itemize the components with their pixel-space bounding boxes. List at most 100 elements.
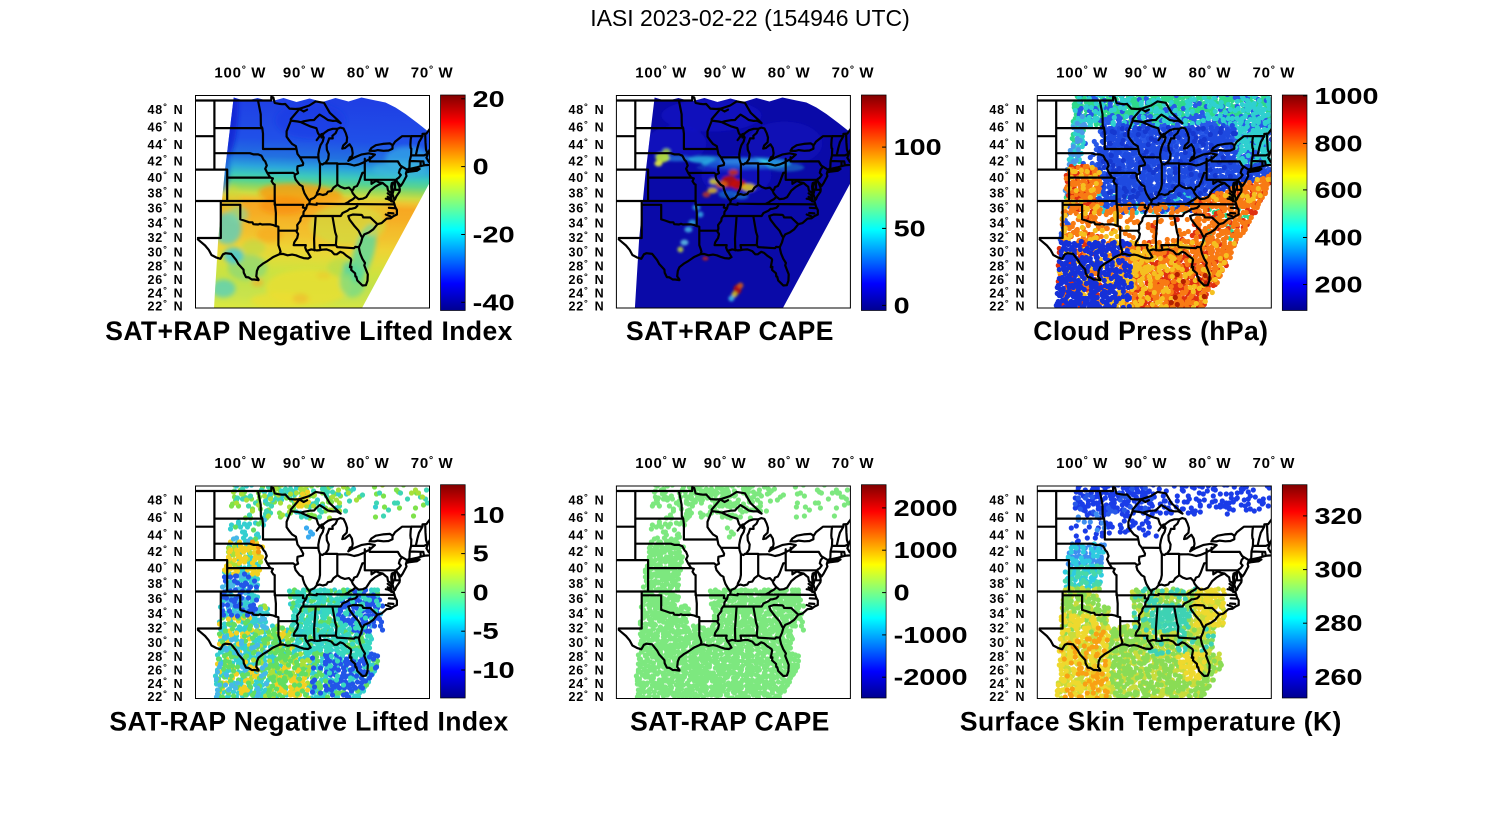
svg-text:40°N: 40° N <box>148 169 184 185</box>
svg-text:36°N: 36° N <box>989 591 1025 607</box>
svg-text:46°N: 46° N <box>568 119 604 135</box>
svg-text:42°N: 42° N <box>148 544 184 560</box>
svg-text:46°N: 46° N <box>148 119 184 135</box>
svg-text:100°W: 100° W <box>214 454 266 472</box>
svg-text:1000: 1000 <box>894 537 958 563</box>
svg-text:30°N: 30° N <box>148 634 184 650</box>
svg-text:-20: -20 <box>473 222 515 248</box>
svg-text:SAT-RAP Negative Lifted Index: SAT-RAP Negative Lifted Index <box>109 707 508 737</box>
svg-text:10: 10 <box>473 502 505 528</box>
svg-text:600: 600 <box>1315 177 1363 203</box>
svg-text:36°N: 36° N <box>989 200 1025 216</box>
svg-text:28°N: 28° N <box>568 648 604 664</box>
svg-text:26°N: 26° N <box>148 662 184 678</box>
svg-text:42°N: 42° N <box>989 544 1025 560</box>
svg-text:22°N: 22° N <box>989 689 1025 705</box>
svg-text:28°N: 28° N <box>989 648 1025 664</box>
svg-text:70°W: 70° W <box>832 454 875 472</box>
svg-text:48°N: 48° N <box>148 492 184 508</box>
svg-text:28°N: 28° N <box>148 258 184 274</box>
svg-text:80°W: 80° W <box>768 454 811 472</box>
svg-text:100°W: 100° W <box>1056 454 1108 472</box>
svg-text:48°N: 48° N <box>989 101 1025 117</box>
svg-text:200: 200 <box>1315 272 1363 298</box>
svg-text:22°N: 22° N <box>148 298 184 314</box>
svg-text:Surface Skin Temperature (K): Surface Skin Temperature (K) <box>960 707 1342 737</box>
svg-text:48°N: 48° N <box>148 101 184 117</box>
svg-text:SAT+RAP Negative Lifted Index: SAT+RAP Negative Lifted Index <box>105 316 512 346</box>
svg-text:24°N: 24° N <box>568 676 604 692</box>
svg-text:30°N: 30° N <box>989 244 1025 260</box>
svg-text:50: 50 <box>894 215 926 241</box>
svg-text:44°N: 44° N <box>989 527 1025 543</box>
svg-text:24°N: 24° N <box>568 285 604 301</box>
svg-text:34°N: 34° N <box>568 215 604 231</box>
svg-text:36°N: 36° N <box>568 591 604 607</box>
svg-text:32°N: 32° N <box>989 230 1025 246</box>
svg-text:90°W: 90° W <box>704 64 747 82</box>
svg-text:36°N: 36° N <box>568 200 604 216</box>
svg-text:22°N: 22° N <box>568 298 604 314</box>
svg-text:80°W: 80° W <box>347 64 390 82</box>
svg-text:5: 5 <box>473 541 489 567</box>
svg-text:80°W: 80° W <box>1189 454 1232 472</box>
svg-text:48°N: 48° N <box>989 492 1025 508</box>
svg-text:34°N: 34° N <box>989 606 1025 622</box>
svg-text:SAT-RAP CAPE: SAT-RAP CAPE <box>630 707 830 737</box>
svg-text:90°W: 90° W <box>283 454 326 472</box>
svg-text:30°N: 30° N <box>568 634 604 650</box>
svg-text:0: 0 <box>473 154 489 180</box>
svg-text:26°N: 26° N <box>568 662 604 678</box>
svg-text:400: 400 <box>1315 225 1363 251</box>
svg-text:42°N: 42° N <box>568 544 604 560</box>
svg-text:46°N: 46° N <box>989 510 1025 526</box>
svg-text:-2000: -2000 <box>894 664 968 690</box>
svg-text:36°N: 36° N <box>148 200 184 216</box>
svg-text:80°W: 80° W <box>347 454 390 472</box>
svg-text:46°N: 46° N <box>568 510 604 526</box>
svg-text:70°W: 70° W <box>411 454 454 472</box>
svg-text:320: 320 <box>1315 503 1363 529</box>
svg-text:30°N: 30° N <box>568 244 604 260</box>
svg-text:70°W: 70° W <box>1253 64 1296 82</box>
svg-text:28°N: 28° N <box>568 258 604 274</box>
svg-text:20: 20 <box>473 86 505 112</box>
svg-text:38°N: 38° N <box>989 576 1025 592</box>
svg-text:28°N: 28° N <box>989 258 1025 274</box>
svg-text:280: 280 <box>1315 610 1363 636</box>
svg-text:0: 0 <box>473 579 489 605</box>
svg-text:34°N: 34° N <box>148 606 184 622</box>
svg-text:70°W: 70° W <box>411 64 454 82</box>
svg-text:SAT+RAP CAPE: SAT+RAP CAPE <box>626 316 834 346</box>
svg-text:38°N: 38° N <box>989 185 1025 201</box>
svg-text:100: 100 <box>894 134 942 160</box>
svg-text:0: 0 <box>894 580 910 606</box>
svg-text:IASI 2023-02-22 (154946 UTC): IASI 2023-02-22 (154946 UTC) <box>590 5 910 31</box>
svg-text:100°W: 100° W <box>214 64 266 82</box>
svg-text:44°N: 44° N <box>148 137 184 153</box>
svg-text:300: 300 <box>1315 557 1363 583</box>
svg-text:70°W: 70° W <box>832 64 875 82</box>
svg-text:32°N: 32° N <box>148 230 184 246</box>
svg-text:40°N: 40° N <box>148 560 184 576</box>
svg-text:800: 800 <box>1315 130 1363 156</box>
svg-text:34°N: 34° N <box>148 215 184 231</box>
svg-text:2000: 2000 <box>894 495 958 521</box>
svg-text:90°W: 90° W <box>1125 64 1168 82</box>
svg-text:30°N: 30° N <box>989 634 1025 650</box>
svg-text:-10: -10 <box>473 657 515 683</box>
svg-text:0: 0 <box>894 292 910 318</box>
svg-text:22°N: 22° N <box>568 689 604 705</box>
svg-text:40°N: 40° N <box>989 560 1025 576</box>
svg-text:34°N: 34° N <box>568 606 604 622</box>
svg-text:32°N: 32° N <box>568 230 604 246</box>
svg-text:40°N: 40° N <box>989 169 1025 185</box>
svg-text:44°N: 44° N <box>148 527 184 543</box>
svg-text:100°W: 100° W <box>635 454 687 472</box>
svg-text:46°N: 46° N <box>989 119 1025 135</box>
svg-text:40°N: 40° N <box>568 560 604 576</box>
svg-text:38°N: 38° N <box>568 185 604 201</box>
svg-text:80°W: 80° W <box>1189 64 1232 82</box>
svg-text:44°N: 44° N <box>568 527 604 543</box>
svg-text:26°N: 26° N <box>148 272 184 288</box>
